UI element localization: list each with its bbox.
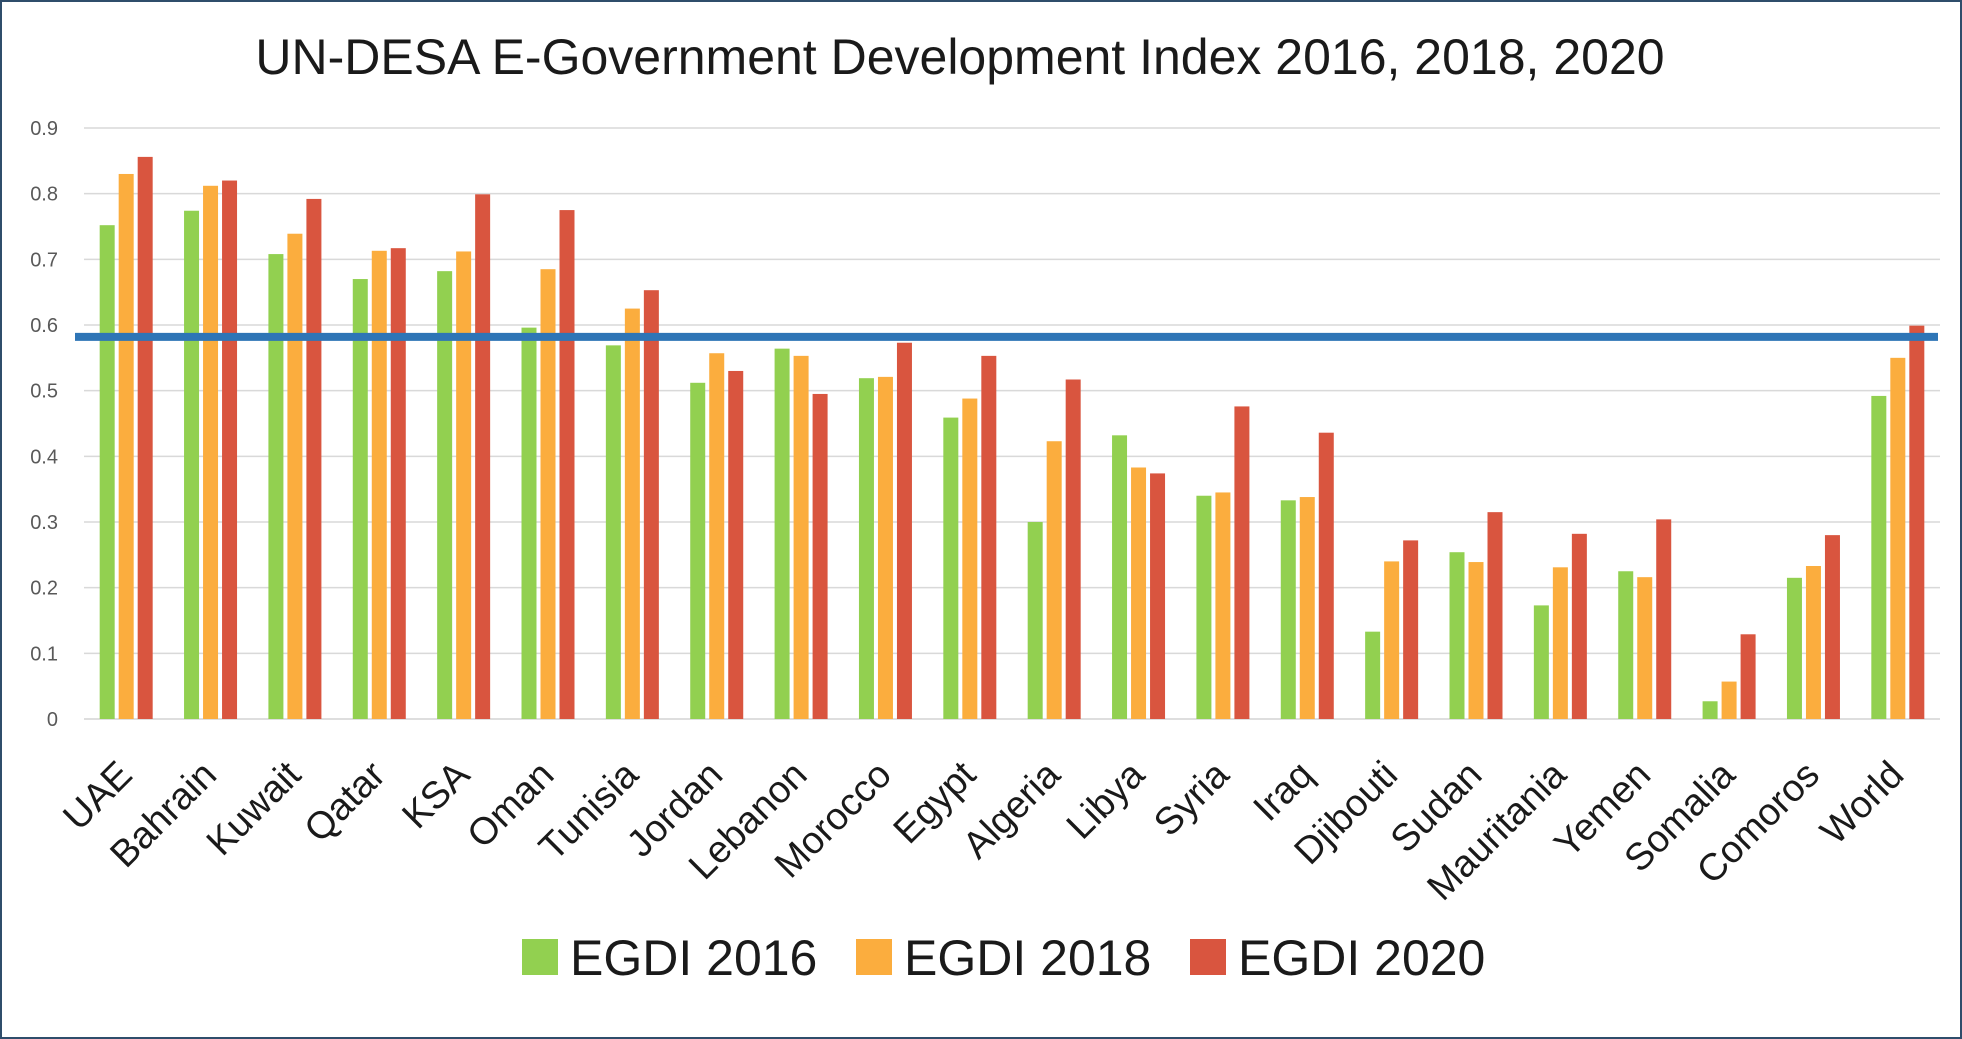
bar-egdi-2016 xyxy=(1112,435,1128,719)
bar-egdi-2016 xyxy=(437,271,453,719)
bar-egdi-2020 xyxy=(643,290,659,719)
bar-egdi-2018 xyxy=(1046,441,1062,719)
bar-egdi-2020 xyxy=(1656,519,1672,719)
bar-egdi-2016 xyxy=(1280,500,1296,719)
bar-egdi-2016 xyxy=(690,382,706,719)
legend-swatch xyxy=(856,939,892,975)
bar-egdi-2020 xyxy=(1571,533,1587,719)
x-tick-label: Syria xyxy=(1146,753,1238,845)
bar-egdi-2018 xyxy=(1215,492,1231,719)
bar-egdi-2016 xyxy=(774,348,790,719)
bar-egdi-2020 xyxy=(1318,432,1334,719)
bar-egdi-2020 xyxy=(812,393,828,719)
bar-egdi-2020 xyxy=(1150,473,1166,719)
bars xyxy=(99,156,1925,720)
bar-egdi-2020 xyxy=(1909,325,1925,719)
bar-egdi-2016 xyxy=(1027,522,1043,719)
bar-egdi-2016 xyxy=(1618,571,1634,719)
bar-egdi-2020 xyxy=(981,355,997,719)
bar-egdi-2018 xyxy=(1805,565,1821,719)
bar-egdi-2018 xyxy=(456,251,472,719)
bar-egdi-2018 xyxy=(1131,467,1147,719)
bar-egdi-2018 xyxy=(1299,497,1315,719)
bar-egdi-2020 xyxy=(475,194,491,719)
bar-egdi-2020 xyxy=(1487,512,1503,719)
bar-egdi-2018 xyxy=(1384,561,1400,719)
bar-egdi-2018 xyxy=(371,250,387,719)
x-tick-label: Kuwait xyxy=(199,753,310,864)
bar-egdi-2016 xyxy=(184,210,200,720)
legend: EGDI 2016 EGDI 2018 EGDI 2020 xyxy=(522,930,1485,986)
bar-egdi-2020 xyxy=(137,156,153,720)
bar-egdi-2016 xyxy=(1871,395,1887,719)
bar-egdi-2020 xyxy=(1740,634,1756,719)
bar-egdi-2016 xyxy=(99,225,115,720)
y-tick-label: 0.9 xyxy=(30,118,58,140)
bar-egdi-2018 xyxy=(540,269,556,719)
y-tick-label: 0.4 xyxy=(30,446,58,468)
x-tick-label: Algeria xyxy=(955,753,1069,867)
y-tick-label: 0.3 xyxy=(30,512,58,534)
x-tick-label: Iraq xyxy=(1246,754,1322,830)
bar-egdi-2016 xyxy=(1365,631,1381,719)
x-tick-label: World xyxy=(1813,754,1912,853)
bar-egdi-2020 xyxy=(896,342,912,719)
bar-egdi-2018 xyxy=(1468,562,1484,719)
y-axis-ticks: 0 0.1 0.2 0.3 0.4 0.5 0.6 0.7 0.8 0.9 xyxy=(30,118,58,731)
bar-egdi-2020 xyxy=(1403,540,1419,719)
y-tick-label: 0.7 xyxy=(30,249,58,271)
legend-swatch xyxy=(1190,939,1226,975)
y-tick-label: 0.5 xyxy=(30,381,58,403)
bar-egdi-2020 xyxy=(1824,535,1840,719)
bar-egdi-2018 xyxy=(287,233,303,719)
bar-egdi-2020 xyxy=(728,370,744,719)
bar-egdi-2018 xyxy=(793,355,809,719)
y-tick-label: 0 xyxy=(47,709,58,731)
bar-egdi-2020 xyxy=(306,198,322,720)
bar-egdi-2018 xyxy=(1890,357,1906,719)
bar-egdi-2018 xyxy=(709,353,725,719)
y-tick-label: 0.2 xyxy=(30,578,58,600)
legend-label: EGDI 2016 xyxy=(570,930,817,986)
legend-label: EGDI 2020 xyxy=(1238,930,1485,986)
bar-egdi-2016 xyxy=(1533,605,1549,719)
bar-egdi-2020 xyxy=(390,248,406,720)
bar-egdi-2018 xyxy=(624,308,640,719)
y-tick-label: 0.6 xyxy=(30,315,58,337)
bar-egdi-2016 xyxy=(605,345,621,719)
bar-egdi-2016 xyxy=(521,327,537,719)
bar-egdi-2016 xyxy=(352,279,368,719)
bar-egdi-2018 xyxy=(203,185,219,719)
bar-egdi-2016 xyxy=(943,417,959,719)
y-tick-label: 0.1 xyxy=(30,643,58,665)
bar-egdi-2020 xyxy=(1234,406,1250,719)
x-tick-label: Libya xyxy=(1059,753,1154,848)
bar-egdi-2020 xyxy=(222,180,238,720)
bar-egdi-2020 xyxy=(1065,379,1081,719)
bar-egdi-2020 xyxy=(559,210,575,720)
bar-egdi-2016 xyxy=(858,378,874,719)
x-tick-label: Qatar xyxy=(297,753,394,850)
bar-egdi-2018 xyxy=(118,173,134,719)
bar-egdi-2016 xyxy=(1786,577,1802,719)
legend-label: EGDI 2018 xyxy=(904,930,1151,986)
bar-egdi-2016 xyxy=(268,254,284,719)
bar-egdi-2016 xyxy=(1196,495,1212,719)
bar-egdi-2016 xyxy=(1449,552,1465,719)
bar-egdi-2018 xyxy=(877,376,893,719)
legend-swatch xyxy=(522,939,558,975)
bar-egdi-2018 xyxy=(1637,577,1653,719)
bar-egdi-2018 xyxy=(1721,681,1737,719)
chart-title: UN-DESA E-Government Development Index 2… xyxy=(255,29,1664,85)
bar-egdi-2018 xyxy=(962,398,978,719)
y-tick-label: 0.8 xyxy=(30,184,58,206)
bar-egdi-2016 xyxy=(1702,701,1718,719)
bar-egdi-2018 xyxy=(1552,567,1568,719)
